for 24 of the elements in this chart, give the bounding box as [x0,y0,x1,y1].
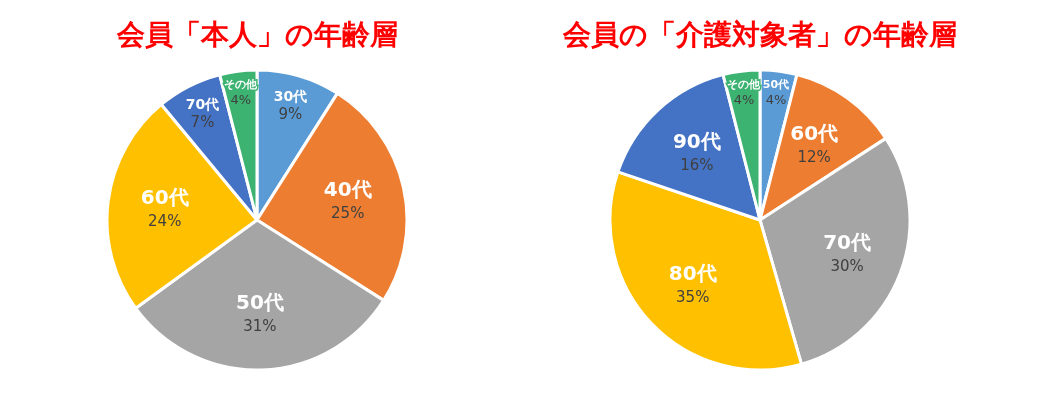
data-label: 4% [230,92,252,108]
chart-title: 会員「本人」の年齢層 [115,18,398,51]
data-label: 35% [676,288,710,307]
data-label: 25% [331,203,365,222]
slice-label: 70代 [823,229,872,254]
slice-label: 60代 [790,121,839,146]
slice-label: 50代 [236,289,284,314]
slice-label: 70代 [185,96,220,113]
slice-label: 40代 [323,176,372,201]
data-label: 9% [278,104,303,123]
data-label: 31% [243,316,277,335]
slice-label: 80代 [668,261,717,286]
slice-label: 30代 [273,87,308,104]
data-label: 30% [830,256,864,275]
slice-label: 60代 [140,185,189,210]
chart-title: 会員の「介護対象者」の年齢層 [562,18,957,51]
data-label: 12% [797,148,831,167]
data-label: 7% [190,113,215,132]
data-label: 4% [765,92,787,107]
data-label: 16% [680,155,714,174]
data-label: 24% [148,212,182,231]
data-label: 4% [733,92,755,107]
slice-label: 90代 [672,128,721,153]
slice-label: 50代 [762,78,790,91]
